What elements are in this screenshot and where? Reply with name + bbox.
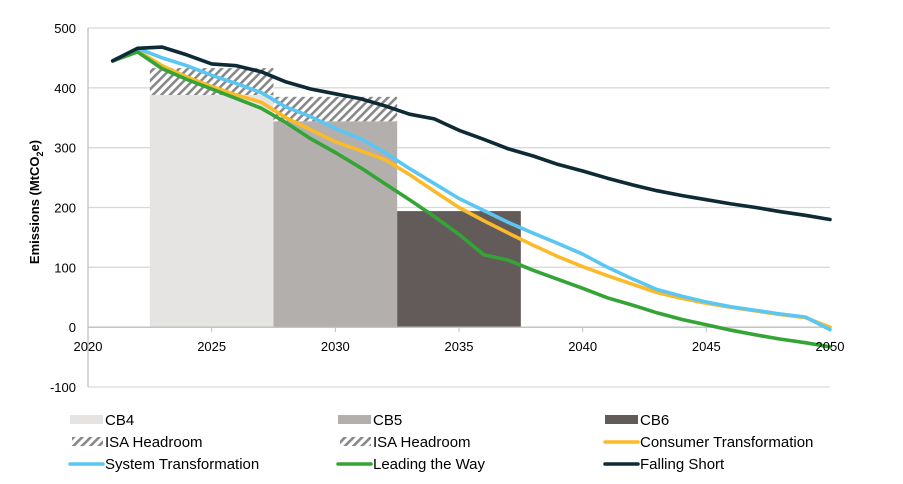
y-axis-title: Emissions (MtCO2e)	[27, 140, 45, 264]
legend-label: System Transformation	[105, 456, 259, 473]
legend-item: Falling Short	[603, 456, 725, 473]
y-tick-label: 400	[54, 81, 76, 96]
y-tick-label: 500	[54, 21, 76, 36]
legend-swatch	[605, 415, 638, 424]
y-tick-label: -100	[50, 380, 76, 395]
x-tick-label: 2045	[692, 339, 721, 354]
legend-swatch	[70, 415, 103, 424]
legend: CB4 CB5 CB6 ISA Headroom ISA Headroom Consume…	[68, 412, 813, 473]
y-tick-label: 300	[54, 141, 76, 156]
legend-label: CB6	[640, 412, 669, 429]
legend-label: CB4	[105, 412, 134, 429]
y-tick-label: 0	[69, 320, 76, 335]
legend-item: CB5	[338, 412, 402, 429]
legend-hatch-swatch	[72, 437, 103, 446]
legend-label: Falling Short	[640, 456, 725, 473]
line-leading-the-way	[110, 50, 832, 349]
series-lines	[110, 45, 832, 349]
tick-labels: -100 0 100 200 300 400 500 2020 2025 2030 2035 2040…	[50, 21, 844, 395]
legend-label: Consumer Transformation	[640, 434, 813, 451]
line-falling-short	[110, 45, 832, 222]
y-tick-label: 100	[54, 260, 76, 275]
legend-label: ISA Headroom	[105, 434, 203, 451]
bar-cb4	[149, 95, 274, 328]
legend-item: Consumer Transformation	[603, 434, 813, 451]
x-tick-label: 2035	[445, 339, 474, 354]
legend-item: System Transformation	[68, 456, 259, 473]
legend-hatch-swatch	[340, 437, 371, 446]
legend-item: ISA Headroom	[72, 434, 203, 451]
legend-label: ISA Headroom	[373, 434, 471, 451]
legend-item: CB4	[70, 412, 134, 429]
x-tick-label: 2020	[74, 339, 103, 354]
x-tick-label: 2050	[816, 339, 845, 354]
legend-label: Leading the Way	[373, 456, 486, 473]
line-system-transformation	[110, 46, 832, 332]
axes	[87, 28, 831, 387]
legend-label: CB5	[373, 412, 402, 429]
x-tick-label: 2025	[197, 339, 226, 354]
legend-item: ISA Headroom	[340, 434, 471, 451]
budget-bars	[149, 68, 521, 328]
legend-item: Leading the Way	[336, 456, 486, 473]
x-tick-label: 2040	[568, 339, 597, 354]
legend-swatch	[338, 415, 371, 424]
x-tick-label: 2030	[321, 339, 350, 354]
legend-item: CB6	[605, 412, 669, 429]
y-tick-label: 200	[54, 201, 76, 216]
